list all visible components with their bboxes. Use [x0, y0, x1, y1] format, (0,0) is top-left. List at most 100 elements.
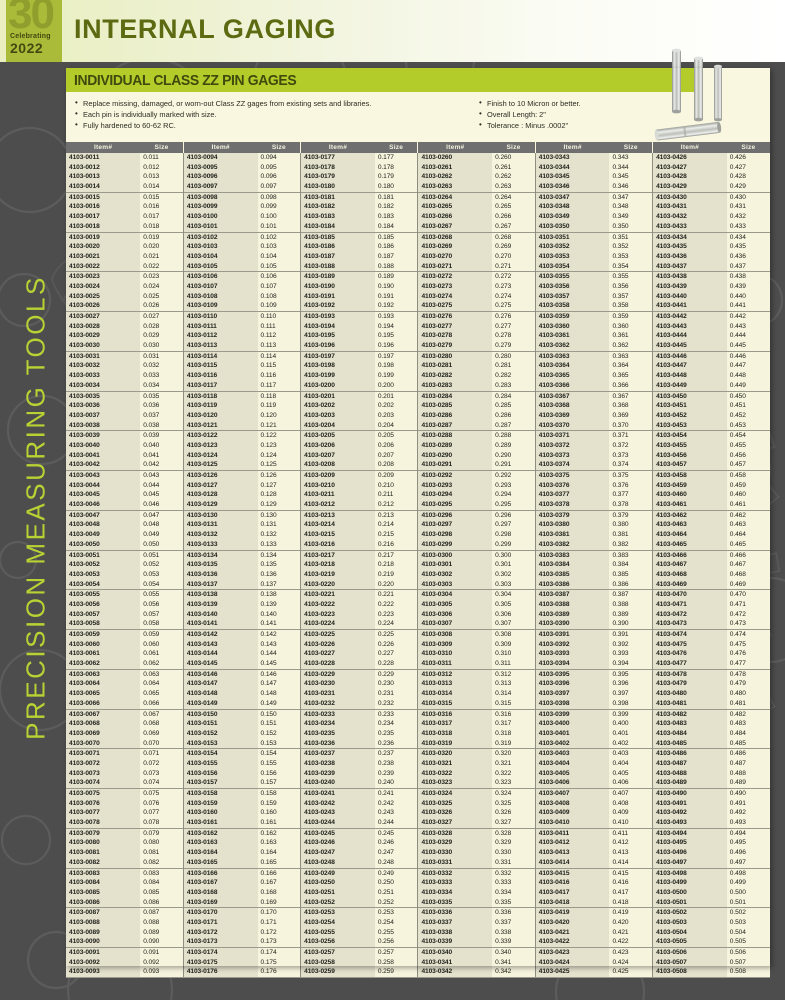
cell-size: 0.222: [374, 599, 418, 610]
cell-item-number: 4103-0135: [182, 560, 258, 570]
cell-size: 0.248: [374, 857, 418, 868]
cell-item-number: 4103-0493: [652, 818, 727, 829]
table-row: 4103-0060 0.060 4103-0143 0.143 4103-0226 0.2…: [66, 639, 770, 650]
cell-item-number: 4103-0055: [66, 589, 141, 600]
cell-size: 0.356: [609, 281, 653, 292]
cell-item-number: 4103-0089: [66, 927, 141, 938]
sidebar-category-label: PRECISION MEASURING TOOLS: [20, 275, 51, 740]
cell-item-number: 4103-0289: [417, 440, 493, 451]
cell-size: 0.358: [609, 301, 653, 312]
cell-item-number: 4103-0049: [66, 530, 141, 540]
cell-size: 0.043: [140, 469, 184, 481]
cell-size: 0.334: [492, 887, 536, 898]
cell-size: 0.331: [492, 857, 536, 868]
cell-item-number: 4103-0286: [417, 410, 493, 421]
table-row: 4103-0041 0.041 4103-0124 0.124 4103-0207 0.2…: [66, 450, 770, 461]
cell-item-number: 4103-0342: [417, 967, 493, 979]
cell-item-number: 4103-0359: [534, 310, 610, 322]
cell-item-number: 4103-0378: [534, 500, 610, 511]
cell-size: 0.451: [726, 401, 770, 411]
cell-item-number: 4103-0195: [300, 331, 375, 342]
cell-item-number: 4103-0081: [66, 848, 141, 858]
cell-item-number: 4103-0177: [300, 153, 375, 163]
cell-size: 0.166: [257, 867, 301, 879]
cell-size: 0.106: [257, 271, 301, 282]
cell-item-number: 4103-0119: [182, 401, 258, 411]
cell-size: 0.204: [374, 420, 418, 431]
pin-gage-table-wrapper: Item# Size Item# Size Item# Size Item# Size Item…: [66, 142, 770, 979]
cell-item-number: 4103-0489: [652, 778, 727, 789]
cell-size: 0.126: [257, 469, 301, 481]
cell-size: 0.327: [492, 818, 536, 829]
table-row: 4103-0029 0.029 4103-0112 0.112 4103-0195 0.1…: [66, 331, 770, 342]
cell-size: 0.417: [609, 887, 653, 898]
cell-item-number: 4103-0488: [652, 768, 727, 779]
table-row: 4103-0011 0.011 4103-0094 0.094 4103-0177 0.1…: [66, 153, 770, 163]
cell-item-number: 4103-0155: [182, 758, 258, 769]
cell-item-number: 4103-0391: [534, 628, 610, 640]
cell-size: 0.025: [140, 291, 184, 302]
cell-item-number: 4103-0370: [534, 420, 610, 431]
cell-item-number: 4103-0430: [652, 191, 727, 203]
cell-size: 0.471: [726, 599, 770, 610]
cell-size: 0.476: [726, 649, 770, 660]
cell-size: 0.038: [140, 420, 184, 431]
cell-size: 0.089: [140, 927, 184, 938]
cell-size: 0.033: [140, 371, 184, 381]
cell-item-number: 4103-0088: [66, 917, 141, 928]
cell-size: 0.475: [726, 639, 770, 650]
cell-item-number: 4103-0060: [66, 639, 141, 650]
cell-size: 0.324: [492, 787, 536, 799]
cell-size: 0.270: [492, 251, 536, 262]
cell-size: 0.483: [726, 719, 770, 729]
cell-size: 0.481: [726, 698, 770, 709]
cell-item-number: 4103-0385: [534, 569, 610, 580]
cell-size: 0.463: [726, 520, 770, 531]
cell-item-number: 4103-0118: [182, 390, 258, 402]
cell-size: 0.377: [609, 490, 653, 501]
cell-size: 0.161: [257, 818, 301, 829]
cell-size: 0.482: [726, 708, 770, 720]
cell-size: 0.115: [257, 361, 301, 372]
cell-item-number: 4103-0150: [182, 708, 258, 720]
cell-item-number: 4103-0265: [417, 202, 493, 213]
cell-item-number: 4103-0319: [417, 738, 493, 749]
table-row: 4103-0064 0.064 4103-0147 0.147 4103-0230 0.2…: [66, 679, 770, 690]
cell-size: 0.262: [492, 172, 536, 183]
cell-size: 0.237: [374, 748, 418, 759]
cell-item-number: 4103-0106: [182, 271, 258, 282]
table-row: 4103-0033 0.033 4103-0116 0.116 4103-0199 0.1…: [66, 371, 770, 381]
cell-item-number: 4103-0232: [300, 698, 375, 709]
cell-item-number: 4103-0399: [534, 708, 610, 720]
cell-size: 0.431: [726, 202, 770, 213]
cell-size: 0.408: [609, 798, 653, 809]
cell-size: 0.041: [140, 450, 184, 461]
cell-item-number: 4103-0218: [300, 560, 375, 570]
cell-item-number: 4103-0439: [652, 281, 727, 292]
cell-size: 0.142: [257, 628, 301, 640]
cell-item-number: 4103-0243: [300, 808, 375, 819]
cell-item-number: 4103-0412: [534, 838, 610, 849]
cell-item-number: 4103-0040: [66, 440, 141, 451]
cell-size: 0.478: [726, 668, 770, 680]
table-row: 4103-0057 0.057 4103-0140 0.140 4103-0223 0.2…: [66, 609, 770, 620]
cell-size: 0.153: [257, 738, 301, 749]
cell-size: 0.114: [257, 350, 301, 362]
cell-size: 0.226: [374, 639, 418, 650]
cell-size: 0.199: [374, 371, 418, 381]
table-row: 4103-0068 0.068 4103-0151 0.151 4103-0234 0.2…: [66, 719, 770, 729]
cell-item-number: 4103-0122: [182, 430, 258, 441]
cell-item-number: 4103-0496: [652, 848, 727, 858]
cell-item-number: 4103-0200: [300, 380, 375, 391]
cell-size: 0.449: [726, 380, 770, 391]
cell-item-number: 4103-0072: [66, 758, 141, 769]
cell-item-number: 4103-0151: [182, 719, 258, 729]
cell-size: 0.486: [726, 748, 770, 759]
cell-size: 0.223: [374, 609, 418, 620]
cell-item-number: 4103-0113: [182, 341, 258, 352]
cell-item-number: 4103-0132: [182, 530, 258, 540]
cell-size: 0.021: [140, 251, 184, 262]
cell-item-number: 4103-0491: [652, 798, 727, 809]
cell-item-number: 4103-0311: [417, 659, 493, 670]
